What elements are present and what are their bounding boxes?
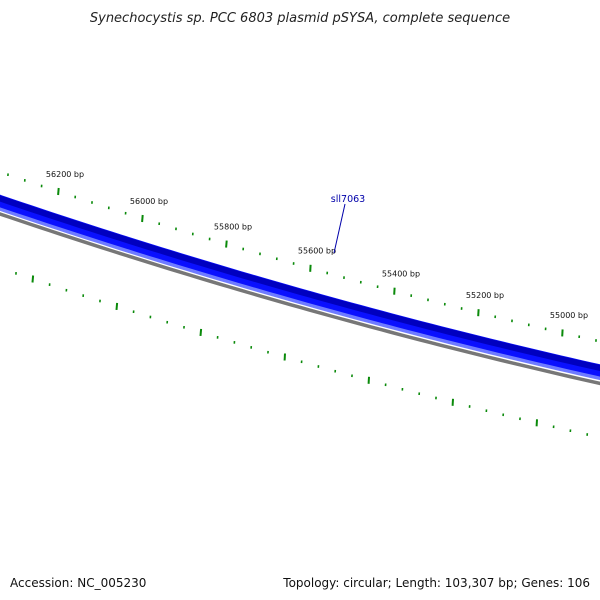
- gene-label[interactable]: sll7063: [331, 194, 365, 205]
- scale-label: 56000 bp: [130, 197, 168, 206]
- gene-label-leader-line: [333, 203, 346, 254]
- gene-feature-sll7063[interactable]: [0, 194, 600, 381]
- plasmid-backbone: [0, 212, 600, 386]
- scale-label: 55600 bp: [298, 247, 336, 256]
- outer-tick-major: [141, 214, 144, 223]
- scale-labels: 56200 bp 56000 bp 55800 bp 55600 bp 55400 bp…: [46, 170, 588, 320]
- scale-label: 55000 bp: [550, 311, 588, 320]
- inner-tick-major: [199, 328, 203, 336]
- scale-label: 56200 bp: [46, 170, 84, 179]
- inner-tick-major: [115, 302, 119, 310]
- topology-summary: Topology: circular; Length: 103,307 bp; …: [283, 576, 590, 590]
- inner-scale-ticks: [15, 272, 589, 436]
- gene-callout[interactable]: sll7063: [331, 194, 365, 254]
- scale-label: 55800 bp: [214, 223, 252, 232]
- outer-tick-major: [57, 187, 60, 196]
- outer-scale-ticks: [7, 173, 597, 342]
- backbone-line: [0, 212, 600, 386]
- accession-label: Accession: NC_005230: [10, 576, 147, 590]
- map-title: Synechocystis sp. PCC 6803 plasmid pSYSA…: [90, 11, 510, 26]
- inner-tick-major: [31, 275, 35, 283]
- scale-label: 55400 bp: [382, 269, 420, 278]
- scale-label: 55200 bp: [466, 291, 504, 300]
- gene-band-shade: [0, 195, 600, 372]
- outer-tick-major: [225, 240, 228, 248]
